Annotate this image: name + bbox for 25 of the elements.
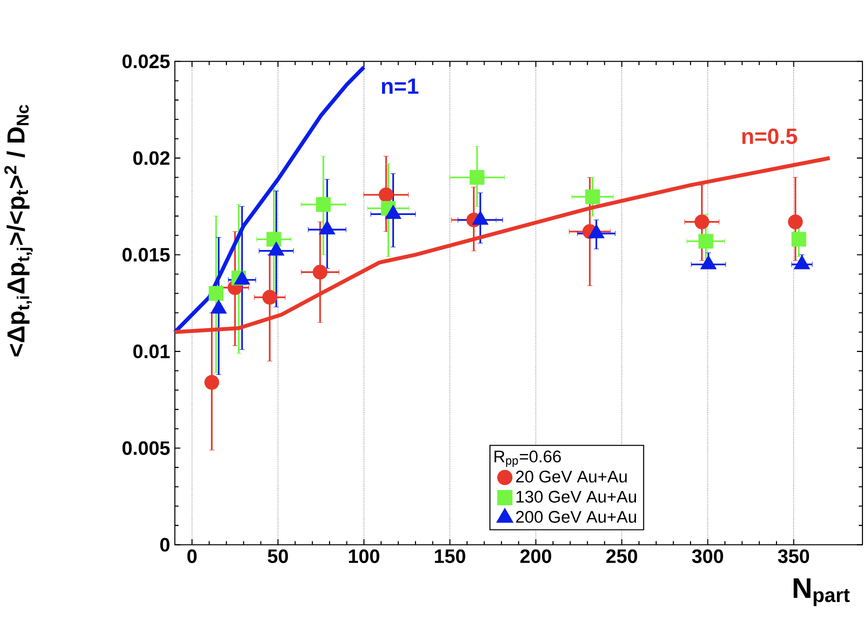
x-tick-label: 0	[187, 549, 197, 564]
legend-label: 20 GeV Au+Au	[516, 470, 627, 482]
y-tick-label: 0.005	[122, 441, 170, 455]
line-series	[172, 65, 366, 334]
legend-label: 200 GeV Au+Au	[516, 510, 636, 523]
x-tick-label: 300	[692, 549, 724, 564]
x-tick-label: 100	[348, 549, 380, 564]
series-label: n=0.5	[742, 128, 798, 144]
point	[208, 286, 224, 301]
y-tick-label: 0.015	[122, 248, 170, 262]
x-tick-label: 250	[606, 549, 638, 564]
point	[204, 374, 220, 390]
x-tick-label: 150	[434, 549, 466, 564]
legend-title: R$_{pp}$=0.66	[494, 450, 561, 467]
y-tick-label: 0.02	[133, 151, 170, 165]
x-tick-label: 350	[778, 549, 810, 564]
legend-label: 130 GeV Au+Au	[516, 490, 636, 503]
y-tick-label: 0.025	[122, 54, 170, 68]
series-label: n=1	[382, 78, 418, 94]
y-tick-label: 0.01	[133, 344, 170, 358]
x-tick-label: 200	[520, 549, 552, 564]
text: <Δp$_{t,i}$Δp$_{t,j}$>/<p$_{t}$>$^{2}$ / D$_{Nc}$	[4, 104, 33, 356]
x-tick-label: 50	[268, 549, 288, 564]
x-axis-title: N$_{part}$	[794, 578, 850, 606]
y-tick-label: 0	[160, 538, 170, 552]
